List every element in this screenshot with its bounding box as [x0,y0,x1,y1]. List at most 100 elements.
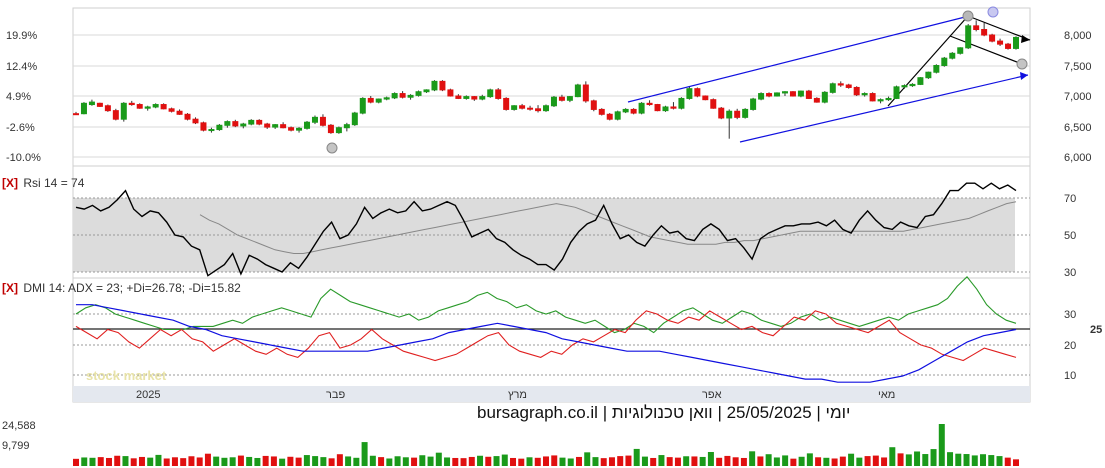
candle-body [781,91,788,94]
anchor-handle[interactable] [326,142,338,154]
volume-bar [584,452,591,466]
candle-body [80,102,87,115]
volume-bar [674,457,681,466]
candle-body [288,127,295,131]
anchor-handle[interactable] [987,6,999,18]
pct-label: 4.9% [6,91,31,103]
candle-body [319,116,326,126]
volume-bar [485,456,492,466]
volume-bar [444,457,451,466]
candle-body [949,52,956,59]
candle-body [702,95,709,101]
volume-bar [89,457,96,466]
arrow-right-icon [1021,35,1030,43]
volume-bar [361,442,368,466]
candle-body [327,124,334,134]
candle-body [917,77,924,85]
candle-body [383,97,390,100]
candle-body [662,106,669,112]
candle-body [471,96,478,100]
volume-bar [790,458,797,466]
volume-label: 24,588 [2,420,36,432]
candle-body [758,93,765,100]
dmi-level: 30 [1064,309,1076,321]
volume-bar [559,457,566,466]
candle-body [1013,36,1019,49]
month-label: אפר [702,389,722,401]
candle-body [311,116,318,123]
candle-body [160,104,167,110]
volume-bar [402,457,409,466]
volume-bar [980,454,987,466]
date-band [73,386,1030,402]
volume-bar [114,455,121,466]
candle-body [670,106,677,109]
candle-body [813,97,820,103]
candle-body [144,106,151,109]
volume-bar [914,451,921,466]
volume-bar [831,458,838,466]
volume-bar [353,457,360,466]
candle-body [774,92,781,97]
volume-bar [229,457,236,466]
volume-bar [716,457,723,466]
volume-bar [691,456,698,466]
candle-body [527,107,534,110]
candle-body [200,122,207,131]
volume-bar [196,457,203,466]
adx-line [76,304,1017,383]
candle-body [574,84,581,98]
plus-di-line [75,275,1017,334]
rsi-line [75,182,1017,277]
candle-body [431,80,438,91]
pattern-line-top[interactable] [967,15,1031,41]
trend-channel-upper[interactable] [627,15,970,103]
rsi-level: 50 [1064,230,1076,242]
volume-bar [221,457,228,466]
price-label: 6,500 [1064,122,1092,134]
volume-bar [312,456,319,466]
volume-bar [419,455,426,466]
candle-body [933,65,940,73]
anchor-handle[interactable] [1016,58,1028,70]
volume-bar [270,456,277,466]
candle-body [742,108,749,118]
candle-body [535,108,542,112]
rsi-title: [X] Rsi 14 = 74 [2,176,85,190]
candle-body [654,104,661,112]
candle-body [120,102,127,120]
volume-bar [575,456,582,466]
candle-body [447,89,454,97]
month-label: מאי [878,389,895,401]
dmi-level: 20 [1064,340,1076,352]
volume-bar [328,458,335,466]
candle-body [248,119,255,125]
volume-bar [246,456,253,466]
volume-bar [130,458,137,466]
candle-body [152,104,159,108]
volume-bar [1013,459,1019,466]
candle-body [710,99,717,109]
volume-bar [963,454,970,466]
trend-channel-lower[interactable] [739,74,1029,143]
pattern-line-up[interactable] [887,15,969,107]
candle-body [176,110,183,115]
volume-bar [889,447,896,466]
candle-body [1005,43,1012,49]
volume-bar [279,458,286,466]
rsi-close-button[interactable]: [X] [2,176,18,190]
candle-body [590,100,597,110]
anchor-handle[interactable] [962,10,974,22]
candle-body [893,86,900,99]
dmi-close-button[interactable]: [X] [2,281,18,295]
candle-body [73,113,79,116]
month-label: מרץ [508,389,527,401]
volume-panel: 24,588 9,799 [2,420,1019,466]
pattern-line-lower[interactable] [949,35,1023,65]
candle-body [503,97,510,110]
pct-axis: 19.9% 12.4% 4.9% -2.6% -10.0% [6,30,41,164]
volume-bar [724,455,731,466]
volume-bar [518,458,525,466]
dmi-level: 10 [1064,370,1076,382]
volume-bar [73,458,79,466]
